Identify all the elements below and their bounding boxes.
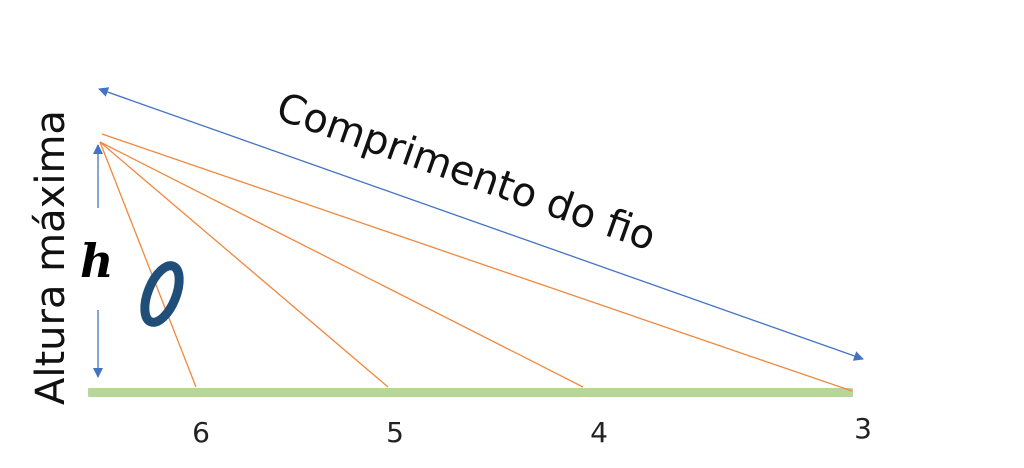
ground-mark-6: 6 — [192, 416, 210, 449]
ground-mark-5: 5 — [386, 416, 404, 449]
height-symbol: h — [80, 234, 113, 288]
ground-bar — [88, 388, 853, 397]
wire-line-5 — [99, 141, 389, 388]
wire-line-6 — [99, 141, 197, 388]
ring-icon — [140, 261, 184, 327]
ground-mark-4: 4 — [590, 416, 608, 449]
ground-mark-3: 3 — [854, 412, 872, 445]
max-height-label: Altura máxima — [28, 110, 74, 405]
wire-length-label: Comprimento do fio — [271, 84, 662, 260]
wire-length-arrow — [98, 87, 864, 361]
